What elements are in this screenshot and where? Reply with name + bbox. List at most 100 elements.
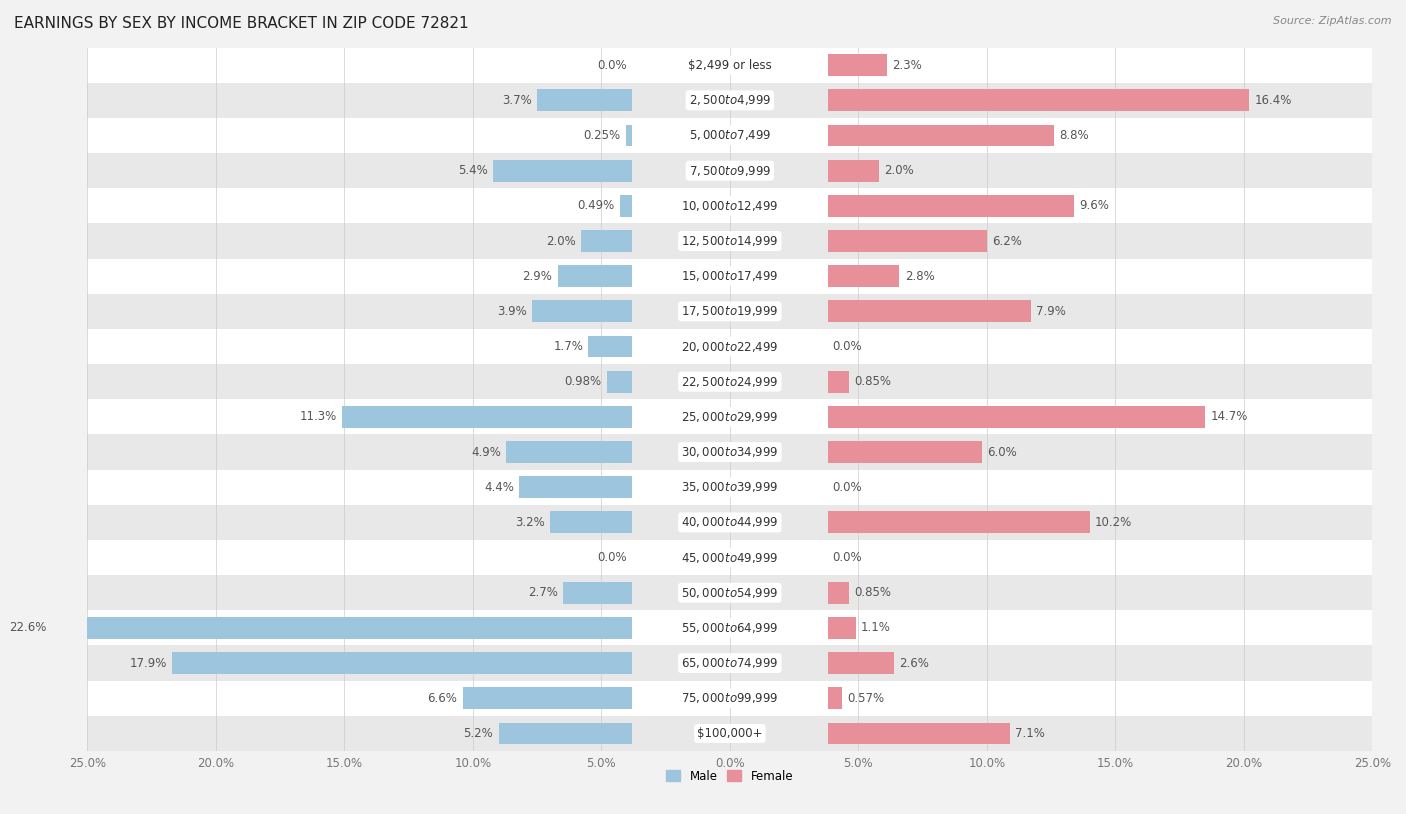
Text: 2.0%: 2.0% — [884, 164, 914, 177]
Text: $22,500 to $24,999: $22,500 to $24,999 — [681, 374, 779, 389]
Bar — [607, 371, 633, 392]
Bar — [828, 90, 1249, 112]
Text: $25,000 to $29,999: $25,000 to $29,999 — [682, 410, 779, 424]
Text: 0.25%: 0.25% — [583, 129, 620, 142]
Text: 2.3%: 2.3% — [891, 59, 921, 72]
Bar — [87, 435, 1372, 470]
Bar — [87, 118, 1372, 153]
Text: 14.7%: 14.7% — [1211, 410, 1249, 423]
Bar — [87, 364, 1372, 400]
Bar — [87, 83, 1372, 118]
Bar — [828, 406, 1205, 428]
Text: $2,500 to $4,999: $2,500 to $4,999 — [689, 94, 770, 107]
Text: $15,000 to $17,499: $15,000 to $17,499 — [681, 269, 779, 283]
Text: $45,000 to $49,999: $45,000 to $49,999 — [681, 550, 779, 565]
Text: $35,000 to $39,999: $35,000 to $39,999 — [681, 480, 779, 494]
Text: $40,000 to $44,999: $40,000 to $44,999 — [681, 515, 779, 529]
Text: 2.9%: 2.9% — [523, 269, 553, 282]
Text: 0.49%: 0.49% — [578, 199, 614, 212]
Text: Source: ZipAtlas.com: Source: ZipAtlas.com — [1274, 16, 1392, 26]
Text: $100,000+: $100,000+ — [697, 727, 762, 740]
Text: 22.6%: 22.6% — [8, 621, 46, 634]
Legend: Male, Female: Male, Female — [661, 765, 799, 787]
Text: 2.8%: 2.8% — [904, 269, 935, 282]
Bar — [558, 265, 633, 287]
Text: EARNINGS BY SEX BY INCOME BRACKET IN ZIP CODE 72821: EARNINGS BY SEX BY INCOME BRACKET IN ZIP… — [14, 16, 468, 31]
Bar — [87, 188, 1372, 223]
Bar — [620, 195, 633, 217]
Text: 2.7%: 2.7% — [527, 586, 558, 599]
Text: 6.6%: 6.6% — [427, 692, 457, 705]
Text: 3.9%: 3.9% — [498, 305, 527, 317]
Bar — [342, 406, 633, 428]
Text: $12,500 to $14,999: $12,500 to $14,999 — [681, 234, 779, 248]
Text: 4.9%: 4.9% — [471, 445, 501, 458]
Text: 1.7%: 1.7% — [554, 340, 583, 353]
Text: 1.1%: 1.1% — [860, 621, 891, 634]
Text: 3.2%: 3.2% — [515, 516, 544, 529]
Bar — [828, 511, 1090, 533]
Bar — [828, 582, 849, 604]
Bar — [87, 681, 1372, 716]
Text: 17.9%: 17.9% — [129, 657, 167, 670]
Text: 7.9%: 7.9% — [1036, 305, 1066, 317]
Text: 0.0%: 0.0% — [832, 551, 862, 564]
Text: 0.0%: 0.0% — [832, 481, 862, 494]
Bar — [87, 223, 1372, 259]
Bar — [828, 160, 879, 182]
Bar — [828, 300, 1031, 322]
Text: 0.57%: 0.57% — [848, 692, 884, 705]
Text: $30,000 to $34,999: $30,000 to $34,999 — [681, 445, 779, 459]
Bar — [87, 716, 1372, 751]
Bar — [828, 723, 1010, 744]
Bar — [828, 265, 900, 287]
Bar — [828, 371, 849, 392]
Text: $5,000 to $7,499: $5,000 to $7,499 — [689, 129, 770, 142]
Text: 4.4%: 4.4% — [484, 481, 515, 494]
Text: 11.3%: 11.3% — [299, 410, 336, 423]
Text: 5.2%: 5.2% — [464, 727, 494, 740]
Bar — [828, 55, 887, 76]
Text: 3.7%: 3.7% — [502, 94, 531, 107]
Text: 10.2%: 10.2% — [1095, 516, 1132, 529]
Text: $65,000 to $74,999: $65,000 to $74,999 — [681, 656, 779, 670]
Bar — [531, 300, 633, 322]
Bar — [828, 441, 981, 463]
Text: $7,500 to $9,999: $7,500 to $9,999 — [689, 164, 770, 177]
Bar — [550, 511, 633, 533]
Bar — [581, 230, 633, 252]
Text: 5.4%: 5.4% — [458, 164, 488, 177]
Bar — [172, 652, 633, 674]
Bar — [87, 294, 1372, 329]
Text: $20,000 to $22,499: $20,000 to $22,499 — [681, 339, 779, 353]
Bar — [828, 125, 1053, 147]
Bar — [828, 617, 856, 639]
Text: $17,500 to $19,999: $17,500 to $19,999 — [681, 304, 779, 318]
Text: $2,499 or less: $2,499 or less — [688, 59, 772, 72]
Bar — [87, 400, 1372, 435]
Text: 0.0%: 0.0% — [598, 551, 627, 564]
Bar — [87, 575, 1372, 610]
Bar — [87, 540, 1372, 575]
Bar — [87, 470, 1372, 505]
Text: 9.6%: 9.6% — [1080, 199, 1109, 212]
Bar — [87, 153, 1372, 188]
Bar — [499, 723, 633, 744]
Text: 2.6%: 2.6% — [900, 657, 929, 670]
Bar — [626, 125, 633, 147]
Text: 2.0%: 2.0% — [546, 234, 575, 247]
Bar — [87, 259, 1372, 294]
Bar — [87, 610, 1372, 646]
Bar — [519, 476, 633, 498]
Text: 0.0%: 0.0% — [832, 340, 862, 353]
Text: $55,000 to $64,999: $55,000 to $64,999 — [681, 621, 779, 635]
Bar — [828, 652, 894, 674]
Bar — [494, 160, 633, 182]
Bar — [506, 441, 633, 463]
Text: 6.2%: 6.2% — [993, 234, 1022, 247]
Bar — [87, 47, 1372, 83]
Text: 0.85%: 0.85% — [855, 586, 891, 599]
Text: 0.98%: 0.98% — [565, 375, 602, 388]
Text: 16.4%: 16.4% — [1254, 94, 1292, 107]
Text: 8.8%: 8.8% — [1059, 129, 1088, 142]
